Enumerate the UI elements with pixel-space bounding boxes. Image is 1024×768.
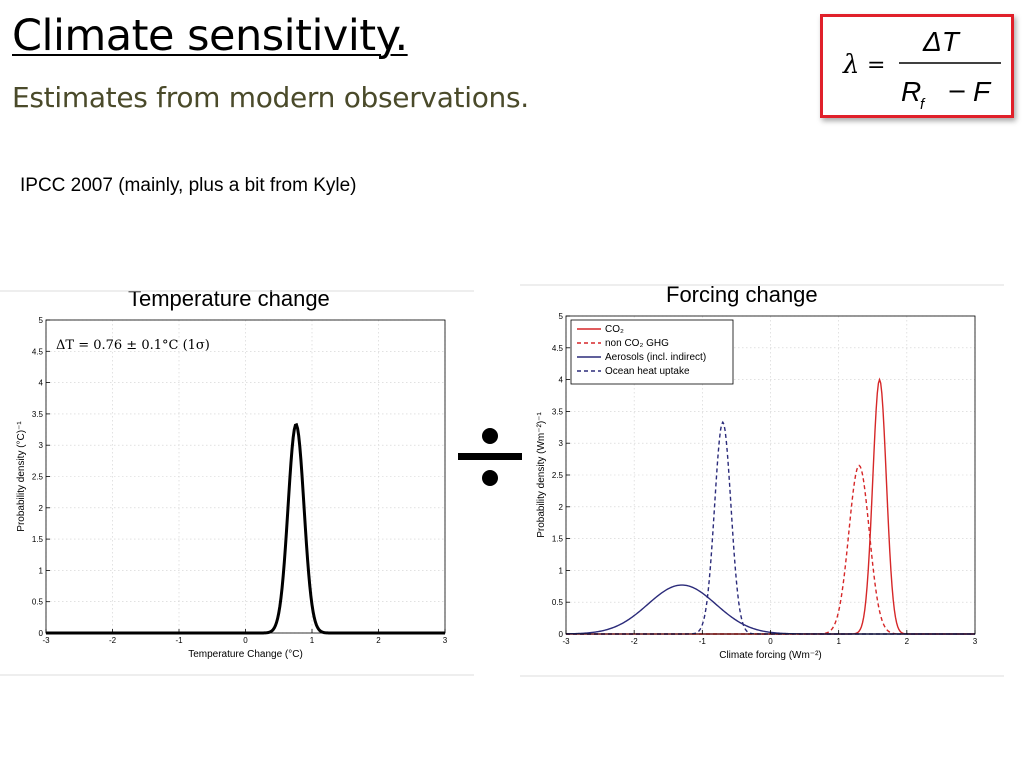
x-tick-label: -1 (699, 637, 707, 646)
y-axis-label: Probability density (°C)⁻¹ (16, 421, 27, 532)
formula-rf-subscript: f (920, 96, 926, 113)
x-tick-label: 0 (768, 637, 773, 646)
y-tick-label: 0.5 (32, 598, 44, 607)
forcing-chart: -3 -2 -1 0 1 2 3 0 0.5 1 1.5 2 2.5 3 3.5 4 4.5 5 Climate f… (520, 284, 1004, 677)
x-tick-label: -2 (109, 636, 117, 645)
y-tick-label: 2 (39, 504, 44, 513)
slide-subtitle: Estimates from modern observations. (12, 81, 529, 114)
x-axis-label: Temperature Change (°C) (188, 649, 303, 660)
formula-equals: = (867, 53, 885, 78)
y-tick-label: 0 (559, 630, 564, 639)
y-tick-label: 4.5 (32, 347, 44, 356)
x-tick-label: 1 (836, 637, 841, 646)
legend-label-2: Aerosols (incl. indirect) (605, 352, 706, 363)
temperature-chart: -3 -2 -1 0 1 2 3 0 0.5 1 1.5 2 2.5 3 3.5 4 4.5 5 Temperatu… (0, 290, 474, 676)
legend-label-1: non CO₂ GHG (605, 338, 669, 349)
x-tick-label: -3 (562, 637, 570, 646)
slide-title: Climate sensitivity. (12, 11, 408, 61)
y-tick-label: 2.5 (552, 471, 564, 480)
x-tick-label: 3 (443, 636, 448, 645)
formula-numerator: ΔT (922, 26, 961, 57)
legend-box (570, 319, 734, 385)
x-tick-label: 3 (973, 637, 978, 646)
y-tick-label: 2 (559, 503, 564, 512)
y-tick-label: 3 (559, 439, 564, 448)
y-tick-label: 4 (39, 379, 44, 388)
divide-sign (458, 428, 522, 486)
formula-lambda: λ (842, 50, 859, 80)
divide-dot-top (482, 428, 498, 444)
y-tick-label: 4 (559, 376, 564, 385)
x-axis-label: Climate forcing (Wm⁻²) (719, 650, 822, 661)
chart-annotation: ΔT = 0.76 ± 0.1°C (1σ) (56, 338, 210, 353)
x-tick-label: -1 (175, 636, 183, 645)
y-tick-label: 1.5 (32, 535, 44, 544)
y-tick-label: 2.5 (32, 473, 44, 482)
y-tick-label: 5 (559, 312, 564, 321)
y-tick-label: 5 (39, 316, 44, 325)
x-tick-label: -2 (631, 637, 639, 646)
legend-label-3: Ocean heat uptake (605, 366, 690, 377)
formula-rf: R (901, 76, 921, 107)
y-tick-label: 3 (39, 441, 44, 450)
divide-dot-bottom (482, 470, 498, 486)
y-tick-label: 3.5 (32, 410, 44, 419)
x-tick-label: 2 (376, 636, 381, 645)
y-tick-label: 0 (39, 629, 44, 638)
sensitivity-formula-box: λ = ΔT R f − F (820, 14, 1014, 118)
source-note: IPCC 2007 (mainly, plus a bit from Kyle) (20, 175, 357, 196)
x-tick-label: 0 (243, 636, 248, 645)
x-tick-label: 1 (310, 636, 315, 645)
y-tick-label: 1 (559, 566, 564, 575)
formula-minus: − (947, 77, 967, 105)
temperature-panel-title: Temperature change (128, 286, 330, 311)
forcing-panel-title: Forcing change (666, 282, 818, 307)
y-tick-label: 4.5 (552, 344, 564, 353)
formula-f: F (973, 76, 992, 107)
x-tick-label: -3 (42, 636, 50, 645)
y-axis-label: Probability density (Wm⁻²)⁻¹ (536, 412, 547, 538)
sensitivity-formula: λ = ΔT R f − F (842, 26, 1001, 113)
legend-label-0: CO₂ (605, 324, 624, 335)
y-tick-label: 3.5 (552, 407, 564, 416)
y-tick-label: 0.5 (552, 598, 564, 607)
y-tick-label: 1 (39, 566, 44, 575)
divide-bar (458, 453, 522, 460)
x-tick-label: 2 (905, 637, 910, 646)
y-tick-label: 1.5 (552, 535, 564, 544)
